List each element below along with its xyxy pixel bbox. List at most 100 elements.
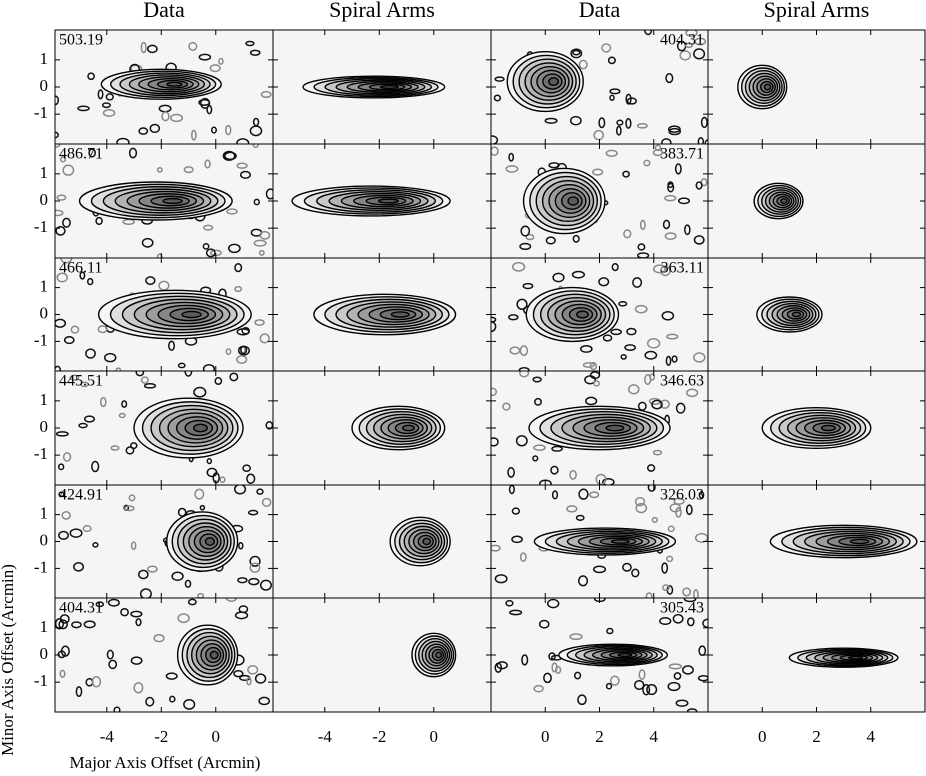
panel [490, 370, 709, 486]
contour [610, 539, 630, 544]
noise-contour [543, 672, 552, 684]
contours [55, 40, 272, 144]
noise-contour [75, 686, 83, 698]
noise-contour [651, 516, 659, 523]
noise-contour [511, 507, 521, 515]
noise-contour [569, 115, 582, 126]
noise-contour [92, 542, 99, 548]
contours [313, 293, 457, 336]
y-tick-label: 0 [40, 417, 49, 436]
noise-contour [519, 242, 532, 251]
column-title: Spiral Arms [329, 0, 435, 22]
noise-contour [642, 684, 651, 696]
noise-contour [697, 137, 705, 144]
noise-contour [625, 93, 632, 105]
noise-contour [177, 613, 190, 624]
noise-contour [598, 117, 606, 129]
noise-contour [238, 541, 244, 550]
noise-contour [88, 148, 97, 158]
noise-contour [520, 225, 531, 237]
noise-contour [496, 661, 508, 670]
noise-contour [643, 159, 651, 167]
noise-contour [494, 574, 508, 584]
noise-contour [55, 365, 62, 371]
noise-contour [249, 555, 261, 567]
noise-contour [666, 333, 679, 340]
noise-contour [103, 352, 117, 363]
noise-contour [664, 232, 677, 241]
noise-contour [659, 399, 670, 409]
noise-contour [632, 277, 643, 288]
noise-contour [674, 163, 682, 175]
noise-contour [56, 194, 67, 201]
noise-contour [634, 304, 648, 314]
noise-contour [511, 535, 523, 544]
contour [617, 652, 633, 658]
noise-contour [671, 355, 678, 363]
noise-contour [598, 277, 610, 287]
noise-contour [177, 362, 186, 369]
contours [788, 647, 899, 668]
noise-contour [55, 209, 64, 217]
noise-contour [626, 97, 637, 105]
noise-contour [240, 345, 248, 355]
y-tick-label: 0 [40, 76, 49, 95]
noise-contour [627, 384, 640, 395]
noise-contour [505, 165, 519, 173]
noise-contour [138, 569, 149, 580]
noise-contour [601, 43, 612, 53]
noise-contour [673, 672, 682, 680]
noise-contour [55, 431, 69, 437]
noise-contour [256, 488, 264, 495]
noise-contour [508, 152, 515, 162]
noise-contour [223, 151, 237, 161]
noise-contour [62, 217, 71, 228]
panel [490, 597, 709, 713]
noise-contour [646, 684, 658, 696]
noise-contour [260, 90, 272, 98]
noise-contour [578, 488, 589, 500]
noise-contour [188, 41, 198, 51]
noise-contour [698, 645, 707, 657]
noise-contour [101, 102, 111, 109]
contours [753, 182, 804, 220]
x-tick-label: 4 [867, 727, 876, 746]
noise-contour [59, 614, 70, 624]
noise-contour [638, 669, 646, 680]
noise-contour [491, 146, 499, 157]
noise-contour [550, 465, 559, 475]
velocity-label: 424.91 [59, 487, 103, 504]
noise-contour [661, 562, 669, 574]
noise-contour [199, 504, 206, 511]
noise-contour [165, 672, 178, 680]
noise-contour [71, 621, 82, 629]
noise-contour [265, 188, 273, 200]
noise-contour [659, 617, 672, 626]
noise-contour [246, 676, 252, 686]
panel [272, 484, 492, 599]
noise-contour [533, 444, 546, 451]
noise-contour [644, 350, 658, 360]
y-tick-label: 0 [40, 190, 49, 209]
noise-contour [683, 598, 697, 603]
noise-contour [609, 675, 620, 686]
noise-contour [259, 230, 271, 240]
noise-contour [145, 276, 156, 286]
noise-contour [635, 502, 648, 514]
noise-contour [585, 396, 598, 406]
noise-contour [135, 618, 142, 627]
noise-contour [55, 318, 67, 328]
panel [54, 484, 274, 599]
y-tick-label: 0 [40, 644, 49, 663]
noise-contour [693, 589, 699, 598]
noise-contour [156, 166, 163, 173]
noise-contour [146, 44, 158, 54]
noise-contour [222, 150, 236, 162]
panel [272, 597, 492, 713]
noise-contour [589, 491, 600, 499]
noise-contour [697, 674, 708, 682]
noise-contour [219, 476, 226, 484]
noise-contour [265, 421, 273, 430]
contours [494, 598, 708, 712]
noise-contour [602, 334, 613, 342]
